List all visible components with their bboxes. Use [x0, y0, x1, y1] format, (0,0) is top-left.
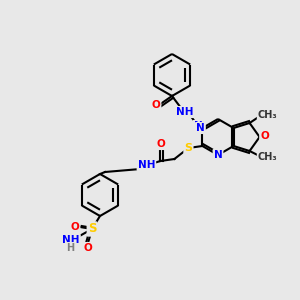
Text: O: O	[152, 100, 160, 110]
Text: NH: NH	[138, 160, 155, 170]
Text: N: N	[196, 123, 205, 133]
Text: O: O	[84, 243, 92, 253]
Text: CH₃: CH₃	[258, 110, 278, 120]
Text: CH₃: CH₃	[258, 152, 278, 162]
Text: NH: NH	[62, 235, 80, 245]
Text: N: N	[194, 121, 202, 131]
Text: S: S	[88, 223, 96, 236]
Text: H: H	[66, 243, 74, 253]
Text: S: S	[184, 143, 192, 153]
Text: N: N	[214, 150, 222, 160]
Text: O: O	[156, 139, 165, 149]
Text: NH: NH	[176, 107, 194, 117]
Text: O: O	[260, 131, 269, 141]
Text: O: O	[70, 222, 80, 232]
